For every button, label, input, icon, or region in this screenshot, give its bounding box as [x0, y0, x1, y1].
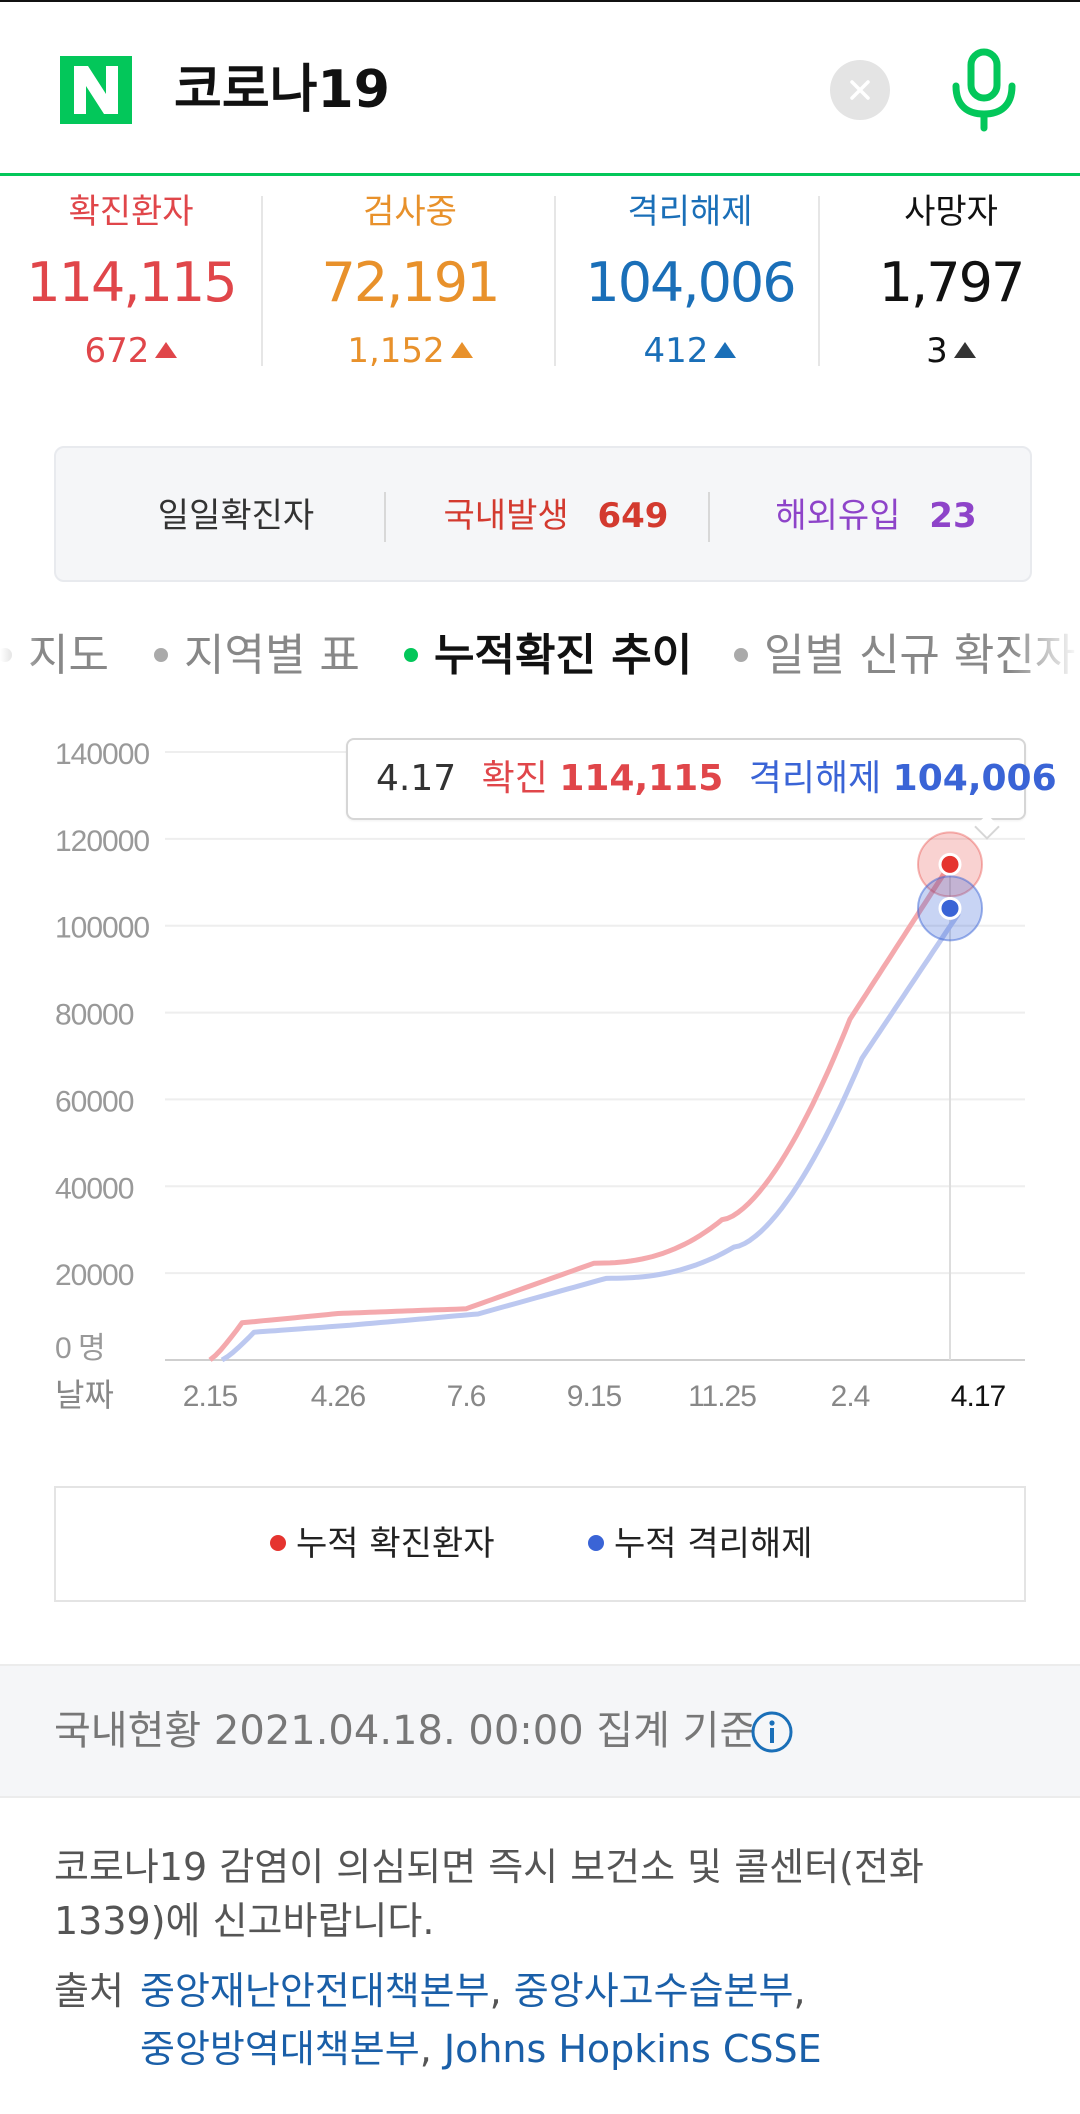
daily-label: 일일확진자: [157, 496, 315, 536]
released-end-point: [938, 896, 962, 920]
report-notice: 코로나19 감염이 의심되면 즉시 보건소 및 콜센터(전화 1339)에 신고…: [54, 1845, 924, 1943]
fade-overlay: [1010, 618, 1080, 694]
chart-tabs: 지도 지역별 표 누적확진 추이 일별 신규 확진자: [0, 618, 1080, 694]
tab-cumulative-trend[interactable]: 누적확진 추이: [404, 618, 692, 694]
tooltip-confirmed-value: 114,115: [559, 758, 724, 799]
x-tick-label: 2.4: [831, 1380, 870, 1413]
divider: [554, 196, 556, 366]
tab-label: 지도: [28, 630, 109, 681]
divider: [261, 196, 263, 366]
domestic-value: 649: [597, 496, 669, 536]
blue-dot-icon: [588, 1535, 604, 1551]
daily-confirmed-box: 일일확진자 국내발생 649 해외유입 23: [54, 446, 1032, 582]
search-header: 코로나19: [0, 0, 1080, 176]
search-query[interactable]: 코로나19: [174, 60, 390, 120]
legend-item-released[interactable]: 누적 격리해제: [588, 1488, 813, 1600]
basis-text: 국내현황 2021.04.18. 00:00 집계 기준: [54, 1708, 757, 1754]
overseas-value: 23: [929, 496, 977, 536]
series-line-confirmed: [208, 863, 953, 1362]
x-tick-label: 4.17: [951, 1380, 1006, 1413]
source-label: 출처: [54, 1969, 124, 2013]
data-basis-bar: 국내현황 2021.04.18. 00:00 집계 기준: [0, 1664, 1080, 1798]
stat-value: 72,191: [321, 251, 501, 314]
stat-delta: 672: [16, 328, 246, 374]
chart-tooltip: 4.17 확진 114,115 격리해제 104,006: [346, 738, 1057, 840]
microphone-icon[interactable]: [944, 48, 1024, 132]
cumulative-chart[interactable]: 0 명 20000 40000 60000 80000 100000 120000 14000…: [0, 720, 1080, 1440]
clear-button[interactable]: [830, 60, 890, 120]
divider: [818, 196, 820, 366]
stat-label: 사망자: [904, 192, 998, 232]
tooltip-released-value: 104,006: [892, 758, 1057, 799]
stat-value: 104,006: [585, 251, 796, 314]
stat-label: 확진환자: [68, 192, 194, 232]
bullet-icon: [734, 648, 748, 662]
source-links: 중앙재난안전대책본부, 중앙사고수습본부, 중앙방역대책본부, Johns Ho…: [140, 1969, 822, 2071]
chart-svg: 0 명 20000 40000 60000 80000 100000 120000 14000…: [55, 738, 1025, 1414]
stat-delta: 1,152: [292, 328, 528, 374]
y-tick-label: 140000: [55, 738, 149, 771]
fade-overlay: [0, 618, 40, 694]
source-link-cdsht[interactable]: 중앙사고수습본부: [513, 1969, 794, 2013]
info-icon[interactable]: [750, 1710, 794, 1754]
source-link-cdscht[interactable]: 중앙재난안전대책본부: [140, 1969, 490, 2013]
tooltip-confirmed-label: 확진: [481, 758, 548, 799]
stat-value: 114,115: [26, 251, 237, 314]
divider: [708, 492, 710, 542]
domestic-cases: 국내발생 649: [416, 448, 696, 584]
y-tick-label: 80000: [55, 999, 134, 1032]
domestic-label: 국내발생: [443, 496, 569, 536]
bullet-icon: [154, 648, 168, 662]
legend-label: 누적 확진환자: [296, 1524, 495, 1564]
bullet-icon: [404, 648, 418, 662]
y-tick-label: 0 명: [55, 1332, 105, 1365]
stat-released: 격리해제 104,006 412: [580, 190, 800, 380]
tab-region-table[interactable]: 지역별 표: [154, 618, 360, 694]
confirmed-end-point: [938, 852, 962, 876]
y-tick-label: 100000: [55, 912, 149, 945]
stat-value: 1,797: [878, 251, 1026, 314]
increase-triangle-icon: [953, 342, 976, 358]
stat-delta: 3: [846, 328, 1056, 374]
increase-triangle-icon: [714, 342, 737, 358]
y-tick-label: 60000: [55, 1085, 134, 1118]
x-tick-label: 9.15: [567, 1380, 622, 1413]
increase-triangle-icon: [155, 342, 178, 358]
series-line-released: [220, 906, 961, 1363]
stat-delta: 412: [580, 328, 800, 374]
stat-confirmed: 확진환자 114,115 672: [16, 190, 246, 380]
tooltip-released-label: 격리해제: [748, 758, 882, 799]
stat-deaths: 사망자 1,797 3: [846, 190, 1056, 380]
legend-item-confirmed[interactable]: 누적 확진환자: [270, 1488, 495, 1600]
stats-summary: 확진환자 114,115 672 검사중 72,191 1,152 격리해제 1…: [0, 190, 1080, 380]
overseas-label: 해외유입: [775, 496, 901, 536]
tab-label: 누적확진 추이: [434, 630, 693, 681]
tooltip-date: 4.17: [376, 758, 457, 799]
legend-label: 누적 격리해제: [614, 1524, 813, 1564]
y-tick-label: 120000: [55, 825, 149, 858]
divider: [384, 492, 386, 542]
x-axis-label: 날짜: [55, 1376, 114, 1414]
close-icon: [850, 80, 870, 100]
x-tick-label: 7.6: [447, 1380, 486, 1413]
y-tick-label: 40000: [55, 1172, 134, 1205]
red-dot-icon: [270, 1535, 286, 1551]
x-tick-label: 4.26: [311, 1380, 366, 1413]
source-link-cdpht[interactable]: 중앙방역대책본부: [140, 2027, 420, 2071]
stat-label: 격리해제: [627, 192, 753, 232]
stat-label: 검사중: [363, 192, 457, 232]
naver-logo-icon[interactable]: [60, 56, 132, 124]
y-tick-label: 20000: [55, 1259, 134, 1292]
source-link-jhu[interactable]: Johns Hopkins CSSE: [443, 2027, 822, 2071]
increase-triangle-icon: [450, 342, 473, 358]
x-tick-label: 2.15: [183, 1380, 238, 1413]
chart-legend: 누적 확진환자 누적 격리해제: [54, 1486, 1026, 1602]
x-tick-label: 11.25: [688, 1380, 756, 1413]
stat-testing: 검사중 72,191 1,152: [292, 190, 528, 380]
tab-label: 지역별 표: [184, 630, 360, 681]
overseas-cases: 해외유입 23: [736, 448, 1016, 584]
